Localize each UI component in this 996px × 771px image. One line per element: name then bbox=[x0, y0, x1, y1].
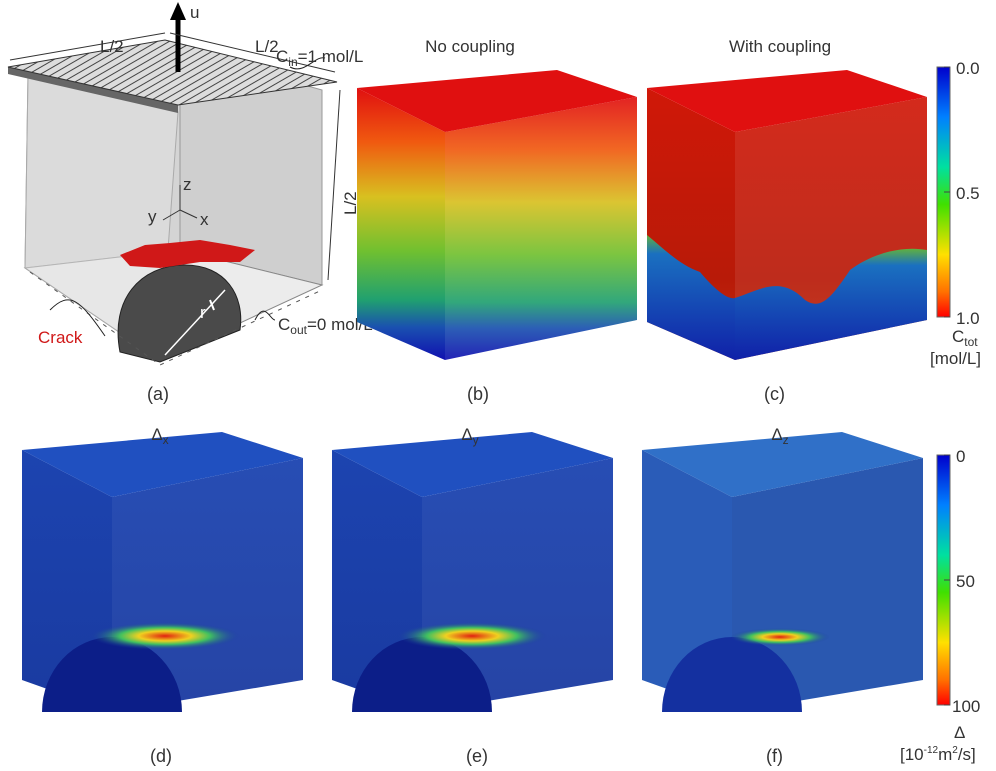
panel-label: (c) bbox=[764, 384, 785, 404]
inlet-bc: Cin=1 mol/L bbox=[276, 47, 363, 69]
colorbar-tick-label: 0.5 bbox=[956, 184, 980, 203]
colorbar-tick-label: 0 bbox=[956, 447, 965, 466]
colorbar-title: Δ bbox=[954, 723, 965, 742]
panel-title: Δz bbox=[771, 425, 788, 447]
colorbar-unit: [mol/L] bbox=[930, 349, 981, 368]
panel-label: (a) bbox=[147, 384, 169, 404]
axis-label: x bbox=[200, 210, 209, 229]
panel-title: Δx bbox=[151, 425, 168, 447]
colorbar-tick-label: 0.0 bbox=[956, 59, 980, 78]
cube bbox=[357, 70, 637, 360]
figure: L/2 L/2 L/2 u Cin=1 mol/L Cout=0 mol/L C… bbox=[0, 0, 996, 771]
panel-title: Δy bbox=[461, 425, 478, 447]
cube bbox=[332, 432, 613, 712]
colorbar-unit: [10-12m2/s] bbox=[900, 745, 976, 764]
colorbar-tick-label: 1.0 bbox=[956, 309, 980, 328]
cube bbox=[22, 432, 303, 712]
cube bbox=[642, 432, 923, 712]
panel-label: (f) bbox=[766, 746, 783, 766]
panel-label: (b) bbox=[467, 384, 489, 404]
colorbar-tick-label: 50 bbox=[956, 572, 975, 591]
cube bbox=[647, 70, 927, 360]
radius-label: r bbox=[200, 303, 206, 322]
panel-title: With coupling bbox=[729, 37, 831, 56]
panel-title: No coupling bbox=[425, 37, 515, 56]
panel-label: (e) bbox=[466, 746, 488, 766]
colorbar-title: Ctot bbox=[952, 327, 978, 349]
axis-label: y bbox=[148, 207, 157, 226]
colorbar-tick-label: 100 bbox=[952, 697, 980, 716]
dim-label: L/2 bbox=[100, 37, 124, 56]
axis-label: z bbox=[183, 175, 192, 194]
panel-label: (d) bbox=[150, 746, 172, 766]
crack-label: Crack bbox=[38, 328, 83, 347]
force-label: u bbox=[190, 3, 199, 22]
